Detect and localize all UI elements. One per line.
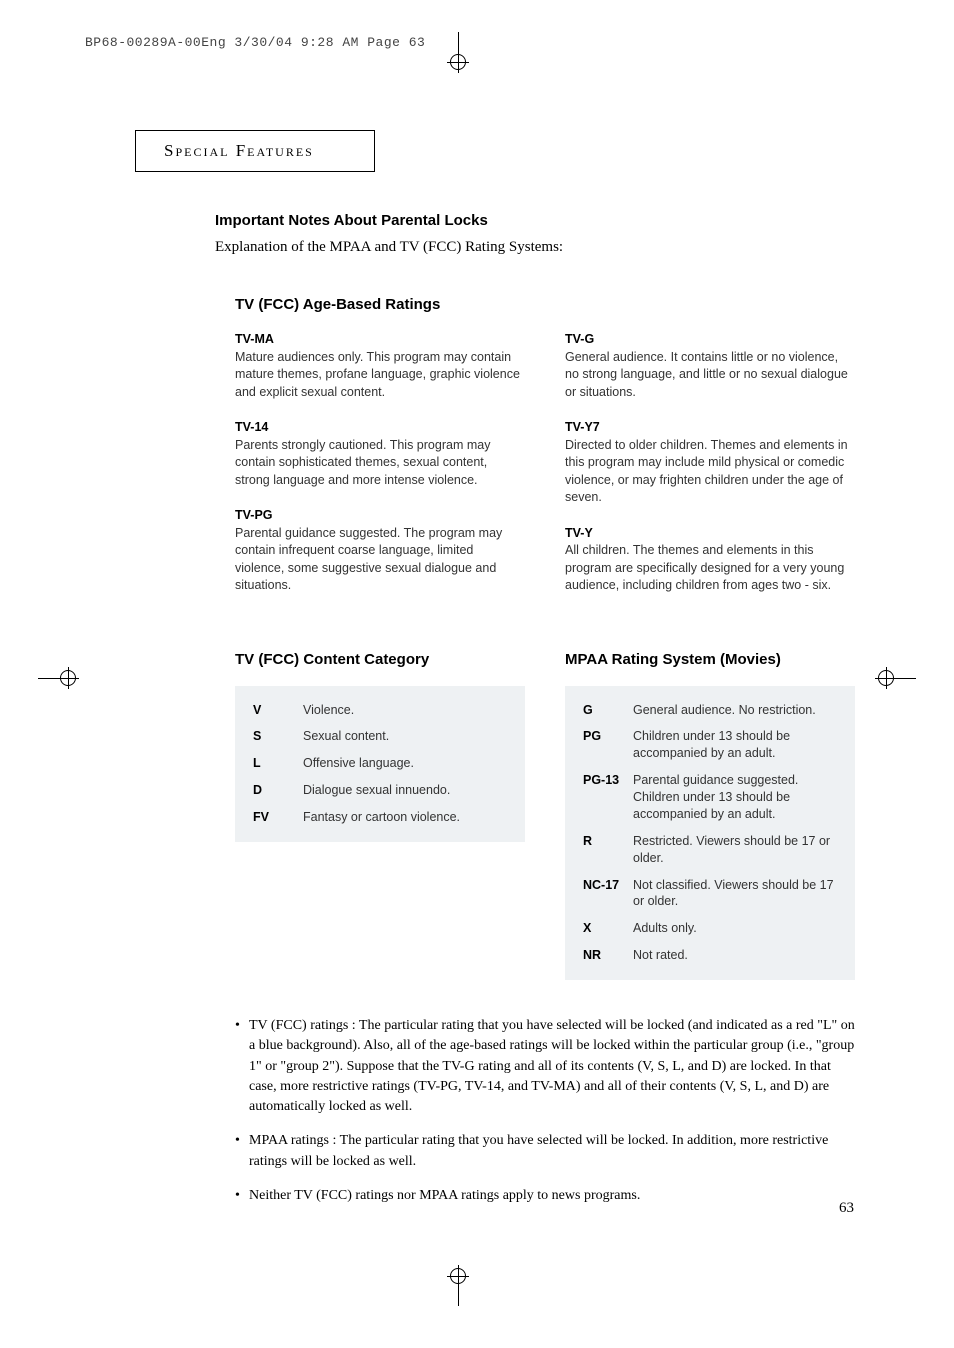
rating-code: TV-PG [235,507,525,525]
mpaa-panel: GGeneral audience. No restriction. PGChi… [565,686,855,981]
crop-mark-icon [450,1268,466,1306]
row-key: S [253,728,303,745]
rating-block: TV-G General audience. It contains littl… [565,331,855,401]
print-header: BP68-00289A-00Eng 3/30/04 9:28 AM Page 6… [85,35,425,50]
row-val: Not classified. Viewers should be 17 or … [633,877,837,911]
row-key: PG-13 [583,772,633,823]
row-val: Violence. [303,702,507,719]
row-key: R [583,833,633,867]
crop-mark-icon [878,670,916,686]
row-val: Offensive language. [303,755,507,772]
tv-age-heading: TV (FCC) Age-Based Ratings [235,296,855,313]
page-number: 63 [839,1200,854,1217]
page-title: Important Notes About Parental Locks [215,212,855,229]
row-val: Fantasy or cartoon violence. [303,809,507,826]
rating-code: TV-14 [235,419,525,437]
rating-block: TV-Y All children. The themes and elemen… [565,525,855,595]
row-val: Adults only. [633,920,837,937]
table-row: LOffensive language. [253,755,507,772]
section-header-box: Special Features [135,130,375,172]
table-row: DDialogue sexual innuendo. [253,782,507,799]
rating-block: TV-14 Parents strongly cautioned. This p… [235,419,525,489]
row-val: General audience. No restriction. [633,702,837,719]
table-row: NRNot rated. [583,947,837,964]
rating-desc: Parental guidance suggested. The program… [235,525,525,595]
row-key: NR [583,947,633,964]
rating-code: TV-MA [235,331,525,349]
row-key: G [583,702,633,719]
row-val: Not rated. [633,947,837,964]
list-item: MPAA ratings : The particular rating tha… [235,1131,855,1172]
row-val: Dialogue sexual innuendo. [303,782,507,799]
mpaa-heading: MPAA Rating System (Movies) [565,651,855,668]
rating-code: TV-Y7 [565,419,855,437]
rating-desc: Directed to older children. Themes and e… [565,437,855,507]
row-key: FV [253,809,303,826]
row-key: L [253,755,303,772]
row-key: PG [583,728,633,762]
crop-mark-icon [450,32,466,70]
content-category-panel: VViolence. SSexual content. LOffensive l… [235,686,525,842]
crop-mark-icon [38,670,76,686]
table-row: GGeneral audience. No restriction. [583,702,837,719]
table-row: RRestricted. Viewers should be 17 or old… [583,833,837,867]
content-category-heading: TV (FCC) Content Category [235,651,525,668]
table-row: PGChildren under 13 should be accompanie… [583,728,837,762]
rating-code: TV-Y [565,525,855,543]
row-val: Sexual content. [303,728,507,745]
table-row: SSexual content. [253,728,507,745]
row-key: X [583,920,633,937]
tv-age-columns: TV-MA Mature audiences only. This progra… [235,331,855,613]
table-row: FVFantasy or cartoon violence. [253,809,507,826]
list-item: Neither TV (FCC) ratings nor MPAA rating… [235,1186,855,1206]
table-row: PG-13Parental guidance suggested. Childr… [583,772,837,823]
notes-list: TV (FCC) ratings : The particular rating… [235,1016,855,1206]
row-val: Restricted. Viewers should be 17 or olde… [633,833,837,867]
row-key: D [253,782,303,799]
rating-block: TV-Y7 Directed to older children. Themes… [565,419,855,507]
rating-desc: Parents strongly cautioned. This program… [235,437,525,490]
table-row: XAdults only. [583,920,837,937]
section-header-text: Special Features [164,141,314,160]
table-row: VViolence. [253,702,507,719]
rating-code: TV-G [565,331,855,349]
row-key: NC-17 [583,877,633,911]
rating-desc: General audience. It contains little or … [565,349,855,402]
row-key: V [253,702,303,719]
rating-block: TV-PG Parental guidance suggested. The p… [235,507,525,595]
page-subtitle: Explanation of the MPAA and TV (FCC) Rat… [215,239,855,256]
table-row: NC-17Not classified. Viewers should be 1… [583,877,837,911]
rating-desc: All children. The themes and elements in… [565,542,855,595]
rating-block: TV-MA Mature audiences only. This progra… [235,331,525,401]
list-item: TV (FCC) ratings : The particular rating… [235,1016,855,1117]
row-val: Children under 13 should be accompanied … [633,728,837,762]
row-val: Parental guidance suggested. Children un… [633,772,837,823]
rating-desc: Mature audiences only. This program may … [235,349,525,402]
